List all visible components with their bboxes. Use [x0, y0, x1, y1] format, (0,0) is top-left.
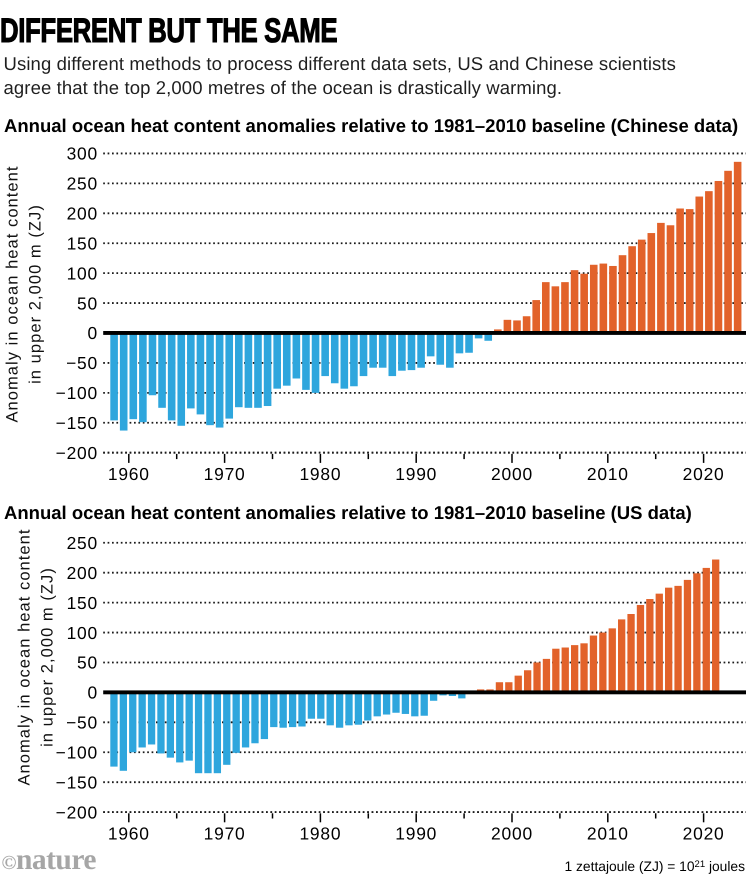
svg-text:−200: −200	[56, 802, 98, 822]
svg-text:2000: 2000	[491, 464, 533, 484]
svg-text:0: 0	[88, 683, 98, 703]
svg-text:2010: 2010	[587, 464, 629, 484]
svg-text:50: 50	[77, 293, 98, 313]
svg-text:−100: −100	[56, 383, 98, 403]
svg-text:200: 200	[67, 204, 98, 224]
svg-text:2000: 2000	[491, 824, 533, 844]
svg-text:1990: 1990	[395, 824, 437, 844]
svg-text:150: 150	[67, 593, 98, 613]
svg-text:150: 150	[67, 233, 98, 253]
svg-text:−50: −50	[66, 353, 98, 373]
svg-text:200: 200	[67, 563, 98, 583]
svg-text:1980: 1980	[299, 824, 341, 844]
svg-text:1970: 1970	[204, 824, 246, 844]
svg-text:1970: 1970	[204, 464, 246, 484]
svg-text:300: 300	[67, 144, 98, 164]
svg-text:100: 100	[67, 263, 98, 283]
svg-text:−200: −200	[56, 443, 98, 463]
svg-text:250: 250	[67, 174, 98, 194]
svg-text:−100: −100	[56, 742, 98, 762]
svg-text:1960: 1960	[108, 464, 150, 484]
svg-text:100: 100	[67, 623, 98, 643]
svg-text:−50: −50	[66, 713, 98, 733]
svg-text:1990: 1990	[395, 464, 437, 484]
svg-text:1980: 1980	[299, 464, 341, 484]
svg-text:50: 50	[77, 653, 98, 673]
svg-text:250: 250	[67, 533, 98, 553]
svg-text:−150: −150	[56, 413, 98, 433]
svg-text:0: 0	[88, 323, 98, 343]
svg-text:−150: −150	[56, 772, 98, 792]
svg-text:2010: 2010	[587, 824, 629, 844]
svg-text:1960: 1960	[108, 824, 150, 844]
svg-text:2020: 2020	[683, 824, 725, 844]
svg-text:2020: 2020	[683, 464, 725, 484]
